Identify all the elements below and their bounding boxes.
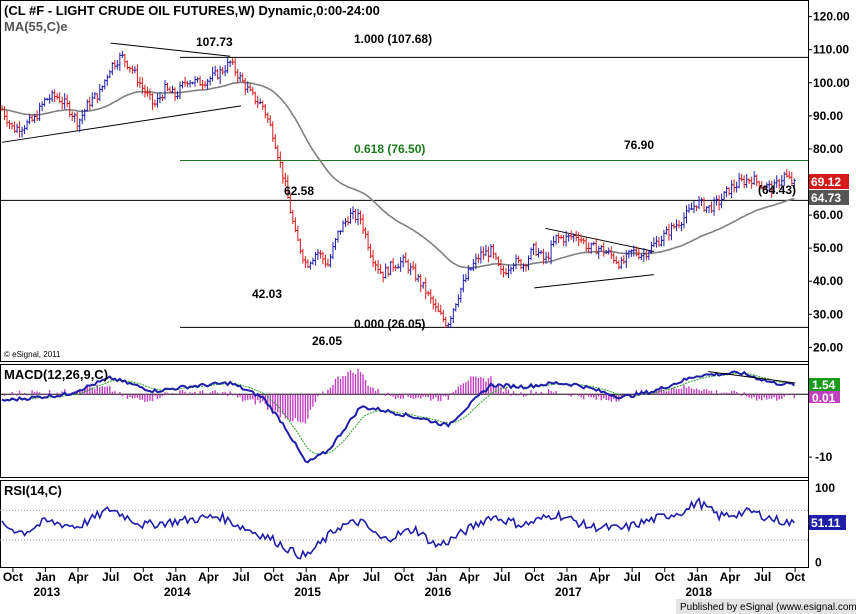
rsi-line: [1, 496, 795, 560]
ma-line-layer: [1, 81, 795, 269]
x-month-label: Jan: [687, 570, 708, 584]
macd-tag-value: 1.54: [812, 378, 836, 392]
trendlines: [1, 42, 654, 289]
x-month-label: Jan: [296, 570, 317, 584]
x-month-label: Jan: [35, 570, 56, 584]
trendline-0: [110, 42, 231, 57]
y-axis-ticks: 120.00110.00100.0090.0080.0070.0060.0050…: [808, 10, 850, 569]
rsi-tick-label: 0: [815, 555, 822, 569]
x-month-label: Oct: [264, 570, 284, 584]
fibonacci-levels: [0, 56, 808, 328]
high-label-62-58: 62.58: [284, 184, 314, 198]
x-month-label: Apr: [328, 570, 349, 584]
price-tick-label: 80.00: [813, 142, 843, 156]
x-month-label: Oct: [133, 570, 153, 584]
x-month-label: Jul: [493, 570, 510, 584]
x-month-label: Apr: [459, 570, 480, 584]
high-label-107-73: 107.73: [196, 35, 233, 49]
ma-legend: MA(55,C)e: [4, 19, 68, 34]
x-month-label: Jul: [754, 570, 771, 584]
x-month-label: Jan: [426, 570, 447, 584]
fib-100-label: 1.000 (107.68): [354, 32, 432, 46]
x-month-label: Oct: [3, 570, 23, 584]
price-tick-label: 50.00: [813, 241, 843, 255]
x-month-label: Oct: [655, 570, 675, 584]
footer-credit: Published by eSignal (www.esignal.com): [680, 602, 856, 613]
price-panel: [0, 0, 809, 362]
x-axis-ticks: Oct Jan Apr Jul Oct Jan Apr Jul Oct Jan Apr Jul Oct J…: [3, 568, 805, 599]
low-label-26-05: 26.05: [312, 334, 342, 348]
rsi-layer: [0, 496, 808, 560]
fib-0-label: 0.000 (26.05): [354, 317, 425, 331]
price-tick-label: 30.00: [813, 307, 843, 321]
rsi-tag-value: 51.11: [811, 516, 841, 530]
x-year-label: 2016: [425, 585, 452, 599]
x-year-label: 2015: [294, 585, 321, 599]
x-month-label: Jul: [232, 570, 249, 584]
signal-tag-value: 0.01: [812, 391, 836, 405]
rsi-tick-label: 100: [815, 481, 835, 495]
high-label-76-90: 76.90: [624, 138, 654, 152]
x-month-label: Apr: [68, 570, 89, 584]
signal-tag: [809, 391, 840, 403]
x-month-label: Jan: [557, 570, 578, 584]
price-tick-label: 90.00: [813, 109, 843, 123]
x-year-label: 2014: [164, 585, 191, 599]
x-month-label: Jul: [623, 570, 640, 584]
macd-legend: MACD(12,26,9,C): [4, 367, 108, 382]
x-year-label: 2013: [33, 585, 60, 599]
price-tick-label: 120.00: [813, 10, 850, 24]
price-tick-label: 20.00: [813, 340, 843, 354]
price-tick-label: 100.00: [813, 76, 850, 90]
trendline-1: [1, 105, 242, 143]
fib-618-label: 0.618 (76.50): [354, 142, 425, 156]
ma-tag: [809, 190, 849, 205]
macd-layer: [0, 368, 808, 464]
price-tick-label: 40.00: [813, 274, 843, 288]
macd-signal-line: [1, 372, 795, 455]
price-tag: [809, 174, 849, 189]
x-month-label: Oct: [524, 570, 544, 584]
x-month-label: Apr: [589, 570, 610, 584]
support-label-64-43: (64.43): [758, 183, 796, 197]
trendline-3: [534, 274, 654, 289]
low-label-42-03: 42.03: [252, 287, 282, 301]
x-month-label: Apr: [198, 570, 219, 584]
trendline-2: [545, 227, 654, 252]
price-tag-value: 69.12: [811, 175, 841, 189]
macd-line: [1, 370, 795, 464]
macd-tag: [809, 378, 840, 391]
price-tick-label: 110.00: [813, 43, 849, 57]
price-tick-label: 60.00: [813, 208, 843, 222]
footer-bar: [676, 599, 856, 614]
x-month-label: Oct: [785, 570, 805, 584]
macd-trendline: [708, 371, 796, 384]
chart-title: (CL #F - LIGHT CRUDE OIL FUTURES,W) Dyna…: [4, 3, 380, 18]
x-month-label: Jan: [165, 570, 186, 584]
price-bars: [0, 50, 796, 329]
ma-tag-value: 64.73: [811, 191, 841, 205]
price-bar: [792, 178, 796, 190]
ma-55-line: [1, 81, 795, 269]
x-month-label: Jul: [363, 570, 380, 584]
rsi-panel: [0, 480, 809, 568]
macd-tick-label: -10: [815, 450, 833, 464]
x-year-label: 2017: [555, 585, 582, 599]
rsi-legend: RSI(14,C): [4, 483, 62, 498]
copyright-label: © eSignal, 2011: [4, 350, 61, 359]
rsi-tag: [809, 515, 846, 530]
x-month-label: Apr: [720, 570, 741, 584]
x-year-label: 2018: [685, 585, 712, 599]
x-month-label: Jul: [102, 570, 119, 584]
x-month-label: Oct: [394, 570, 414, 584]
